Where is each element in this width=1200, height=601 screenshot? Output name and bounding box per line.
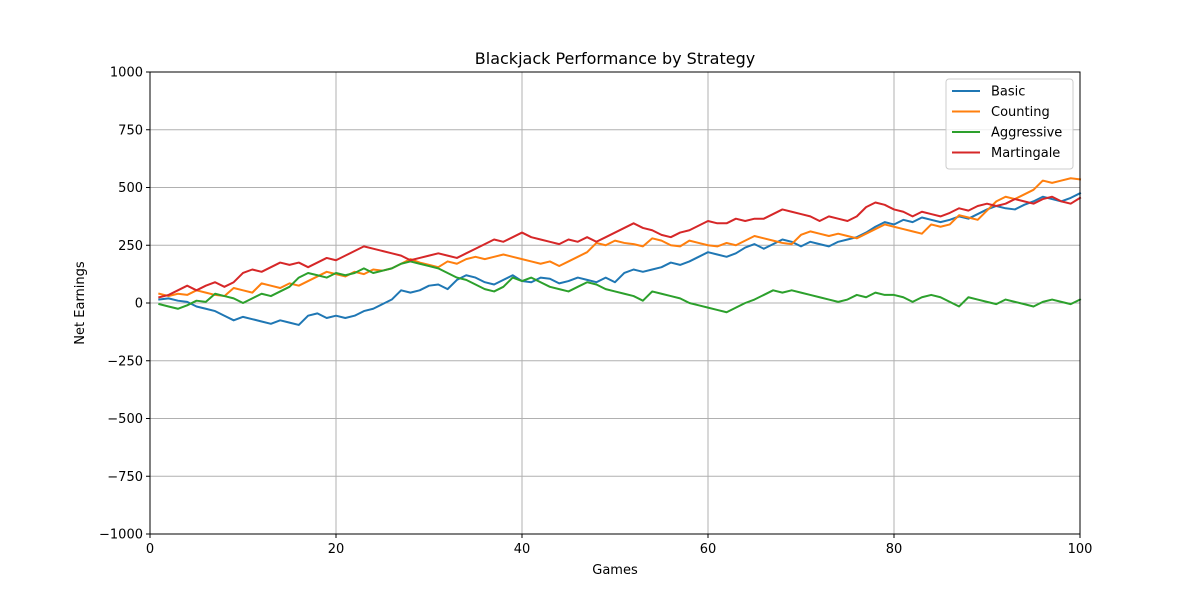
y-tick-label: −750 (107, 470, 143, 485)
legend: Basic Counting Aggressive Martingale (945, 78, 1074, 170)
series-line-martingale (158, 195, 1082, 299)
series-line-counting (158, 177, 1082, 298)
x-tick-label: 60 (700, 542, 717, 557)
legend-label-basic: Basic (991, 85, 1025, 100)
y-tick-label: −500 (107, 412, 143, 427)
series-line-aggressive (158, 260, 1082, 314)
y-axis-label: Net Earnings (73, 261, 88, 345)
x-tick-label: 100 (1068, 542, 1093, 557)
y-tick-label: 250 (118, 239, 143, 254)
x-axis-label: Games (592, 563, 638, 578)
x-tick-label: 0 (146, 542, 154, 557)
series-line-basic (158, 191, 1082, 326)
legend-label-aggressive: Aggressive (991, 126, 1062, 141)
x-tick-label: 20 (328, 542, 345, 557)
y-tick-label: 1000 (110, 66, 143, 81)
y-tick-label: −250 (107, 354, 143, 369)
y-tick-label: 0 (135, 297, 143, 312)
y-tick-label: 500 (118, 181, 143, 196)
series-lines (158, 177, 1082, 326)
legend-box (945, 78, 1074, 170)
chart-title: Blackjack Performance by Strategy (475, 49, 755, 68)
legend-label-counting: Counting (991, 105, 1050, 120)
y-tick-label: 750 (118, 123, 143, 138)
x-tick-label: 80 (886, 542, 903, 557)
y-tick-label: −1000 (99, 528, 143, 543)
x-tick-label: 40 (514, 542, 531, 557)
legend-label-martingale: Martingale (991, 146, 1060, 161)
axis-ticks: 0 20 40 60 80 100 −1000 −750 −500 −250 0 250 500 750 1… (99, 66, 1092, 558)
